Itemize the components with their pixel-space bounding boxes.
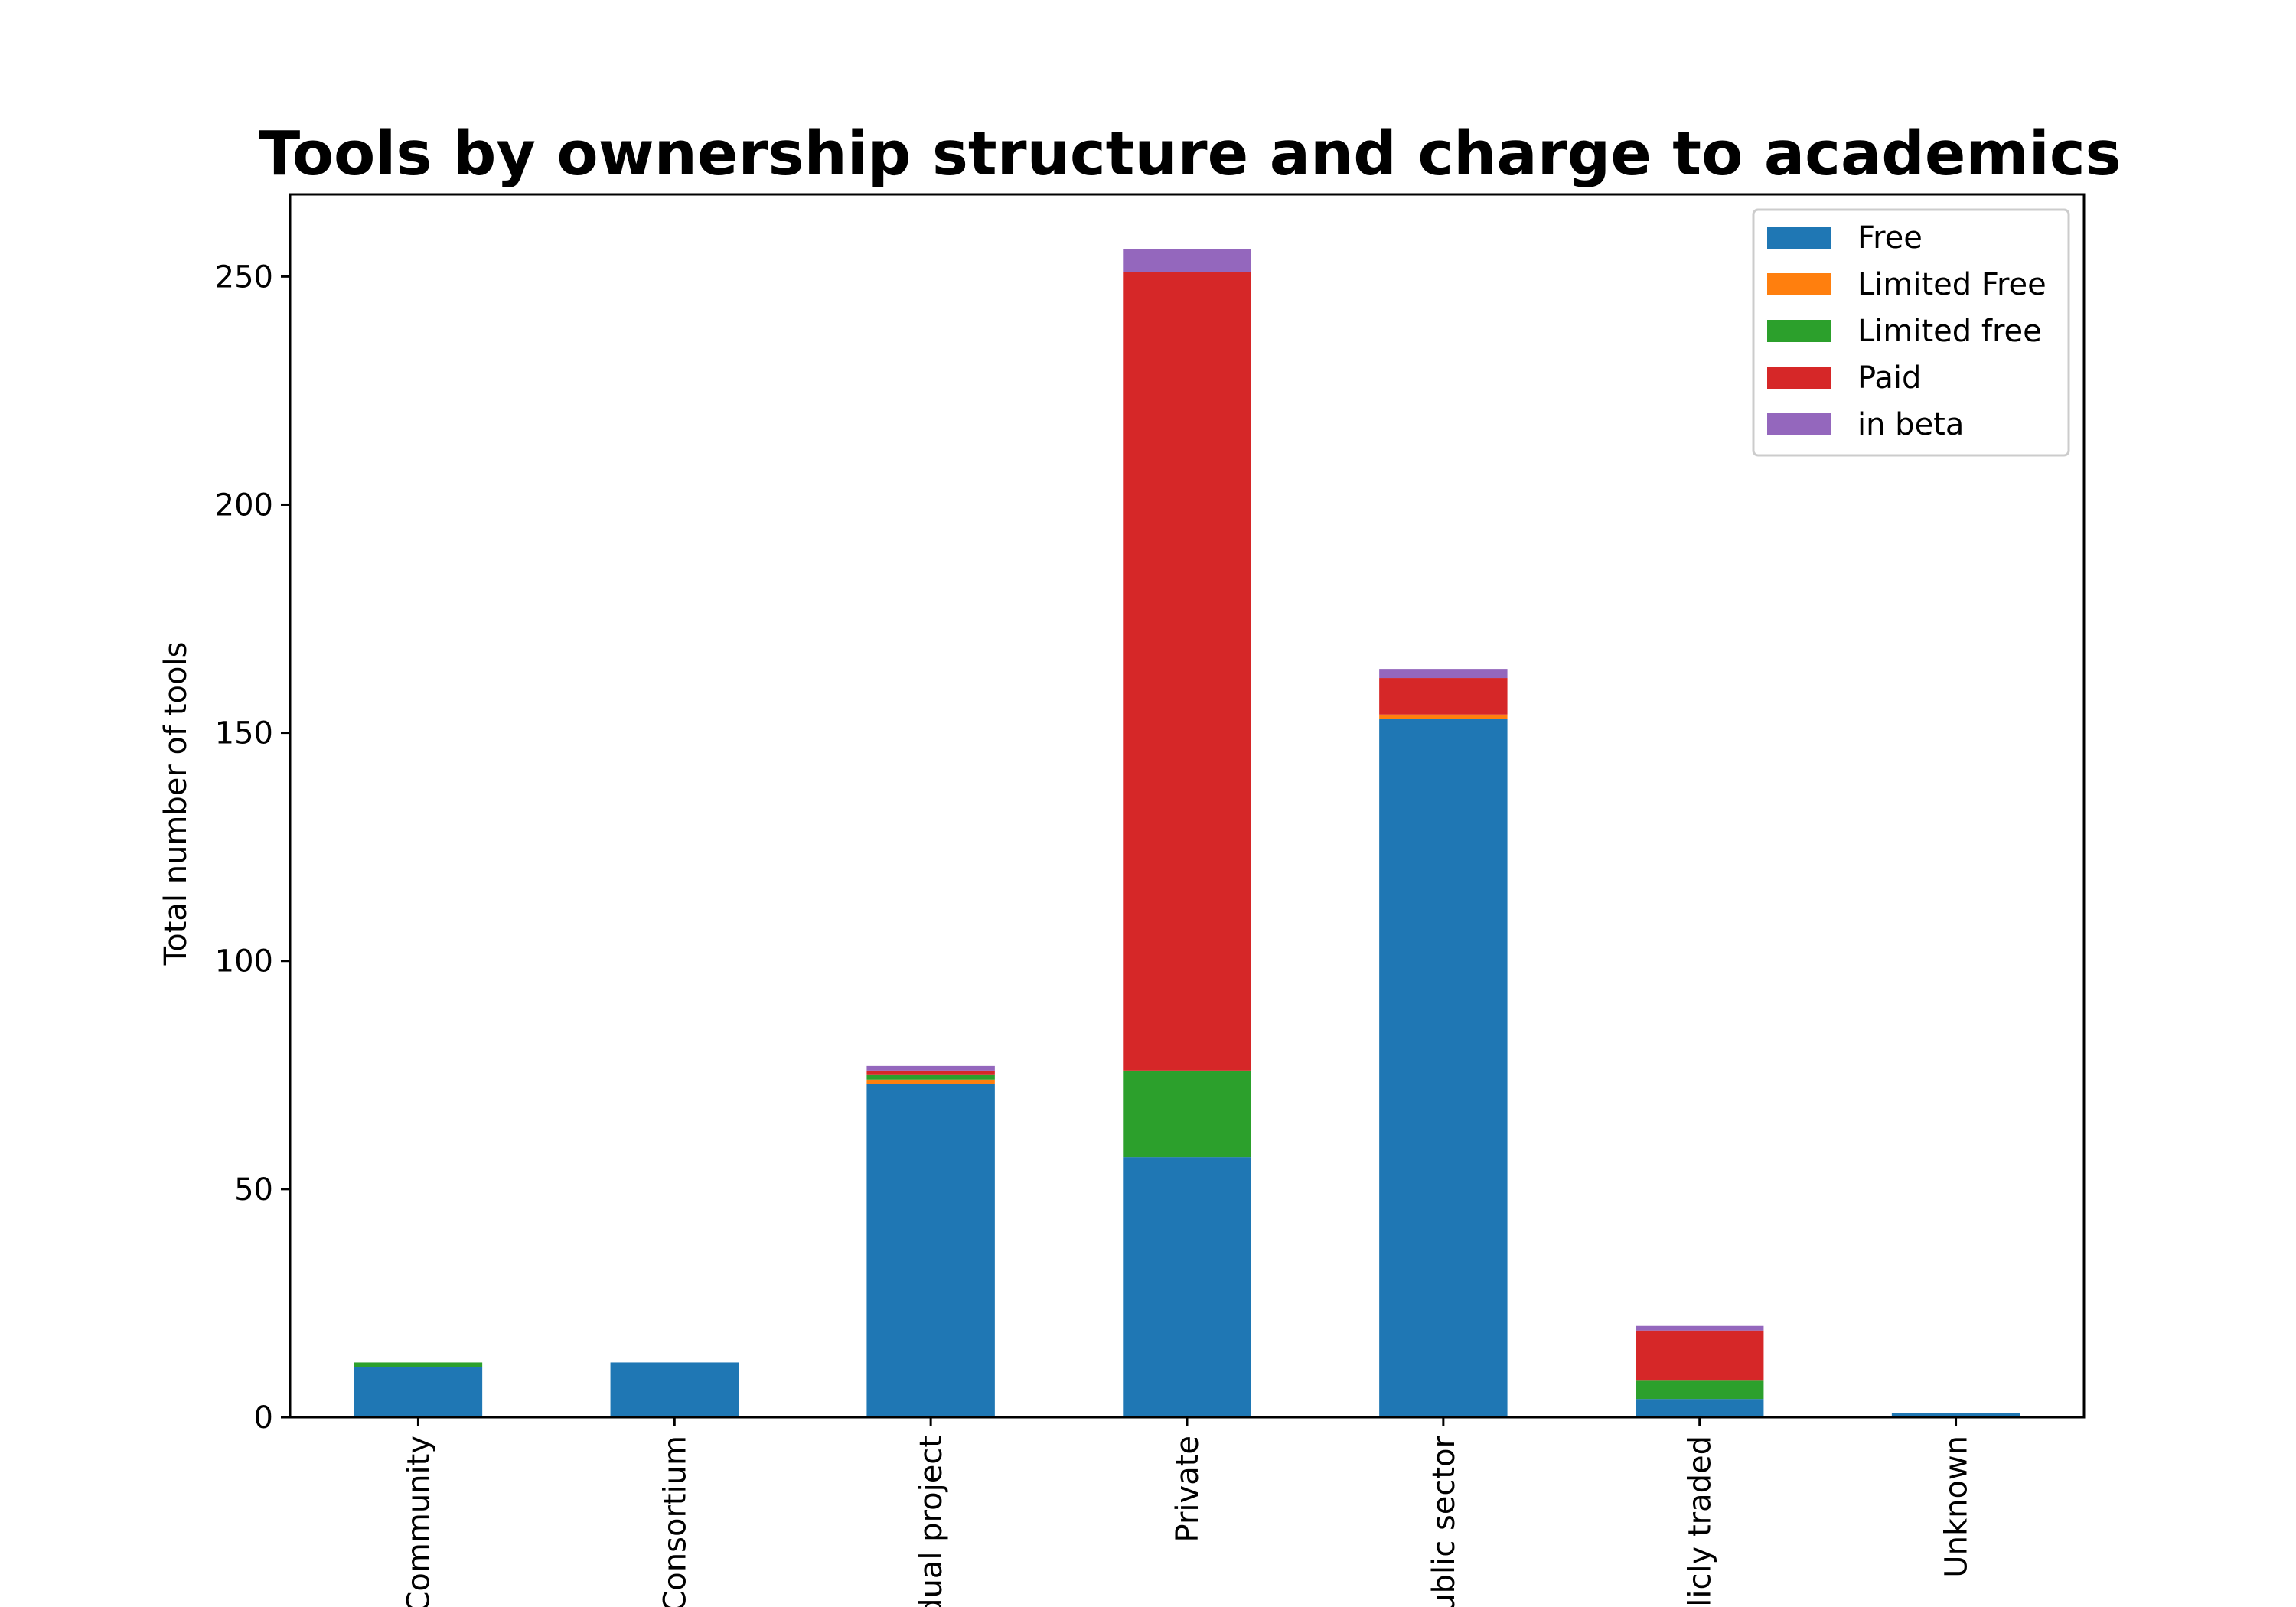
bar-individual-project-paid — [866, 1070, 995, 1075]
y-tick-label: 100 — [215, 944, 273, 980]
x-tick-label-community: Community — [401, 1436, 436, 1607]
x-tick-label-public-sector: ublic sector — [1427, 1435, 1462, 1607]
bar-public-sector-limited-free — [1379, 714, 1508, 719]
legend-label-limited-free: Limited free — [1857, 314, 2042, 349]
x-tick-label-unknown: Unknown — [1939, 1436, 1975, 1578]
x-axis-ticks: Community Consortium dual project Private ub… — [401, 1417, 1975, 1607]
legend-swatch-limited-free — [1767, 320, 1831, 342]
y-tick-label: 0 — [254, 1400, 273, 1436]
bar-private-limited-free — [1123, 1070, 1251, 1158]
y-tick-label: 150 — [215, 716, 273, 751]
bars-group — [354, 249, 2020, 1417]
legend: Free Limited Free Limited free Paid in beta — [1752, 208, 2070, 457]
bar-individual-project-limited-free — [866, 1079, 995, 1084]
legend-swatch-paid — [1767, 367, 1831, 389]
bar-community-limited-free — [354, 1362, 483, 1367]
legend-swatch-limited-free — [1767, 273, 1831, 295]
plot-frame — [289, 193, 2086, 1419]
y-axis-ticks: 0 50 100 150 200 250 — [215, 259, 290, 1436]
legend-label-limited-free: Limited Free — [1857, 267, 2047, 302]
legend-label-paid: Paid — [1857, 360, 1921, 396]
bar-individual-project-free — [866, 1084, 995, 1417]
bar-publicly-traded-paid — [1636, 1330, 1764, 1381]
bar-individual-project-limited-free — [866, 1074, 995, 1080]
bar-private-in-beta — [1123, 249, 1251, 272]
bar-public-sector-paid — [1379, 678, 1508, 715]
y-axis-label: Total number of tools — [158, 642, 194, 966]
legend-label-free: Free — [1857, 220, 1923, 256]
x-tick-label-publicly-traded: licly traded — [1683, 1436, 1718, 1607]
bar-publicly-traded-free — [1636, 1399, 1764, 1417]
chart-title: Tools by ownership structure and charge … — [259, 119, 2121, 189]
x-tick-label-private: Private — [1170, 1436, 1205, 1542]
bar-private-free — [1123, 1157, 1251, 1417]
bar-publicly-traded-limited-free — [1636, 1380, 1764, 1400]
legend-box — [1752, 208, 2070, 457]
legend-label-in-beta: in beta — [1857, 407, 1964, 442]
legend-swatch-in-beta — [1767, 413, 1831, 435]
bar-unknown-free — [1891, 1413, 2020, 1417]
x-tick-label-consortium: Consortium — [657, 1436, 693, 1607]
bar-community-free — [354, 1367, 483, 1417]
y-tick-label: 50 — [234, 1172, 273, 1208]
bar-publicly-traded-in-beta — [1636, 1325, 1764, 1331]
y-tick-label: 250 — [215, 259, 273, 295]
bar-public-sector-free — [1379, 719, 1508, 1417]
x-tick-label-individual-project: dual project — [914, 1436, 949, 1607]
bar-consortium-free — [610, 1362, 739, 1417]
legend-swatch-free — [1767, 227, 1831, 249]
bar-public-sector-in-beta — [1379, 669, 1508, 679]
bar-individual-project-in-beta — [866, 1065, 995, 1071]
y-tick-label: 200 — [215, 487, 273, 523]
bar-private-paid — [1123, 272, 1251, 1071]
